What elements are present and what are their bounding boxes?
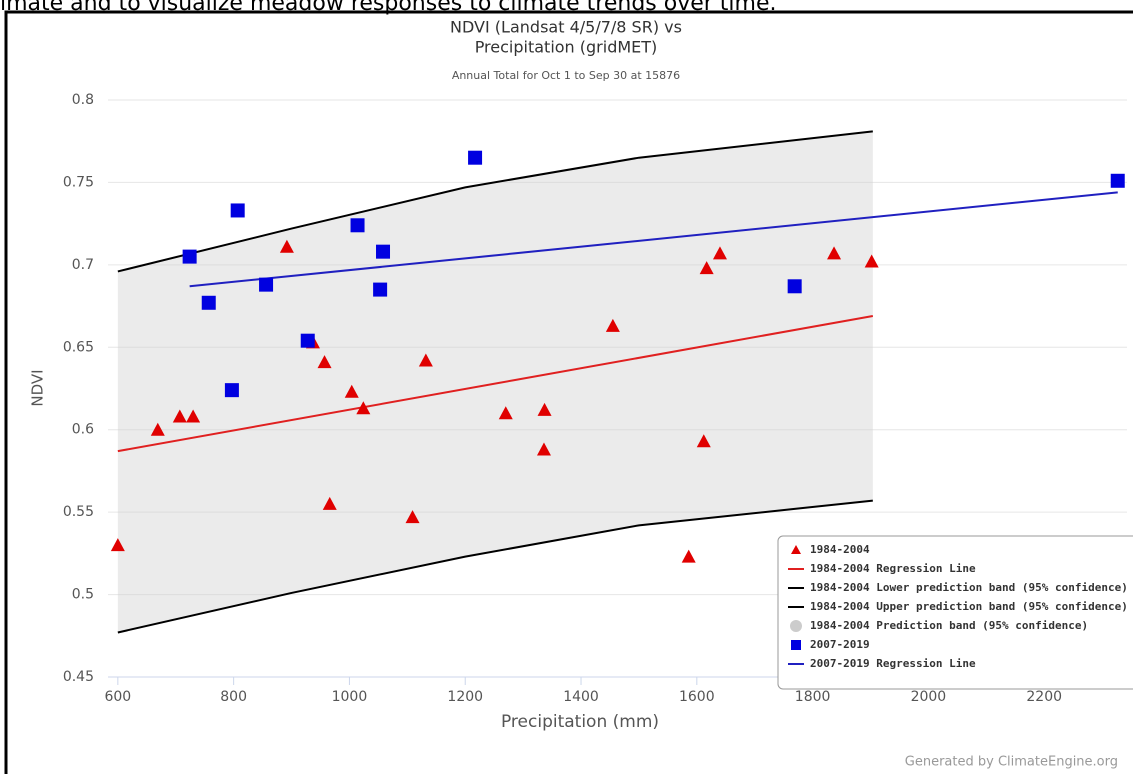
legend-label: 1984-2004 Prediction band (95% confidenc… xyxy=(810,619,1088,632)
y-tick-label: 0.75 xyxy=(63,174,94,190)
legend-symbol xyxy=(791,545,801,554)
point xyxy=(350,218,365,233)
x-tick-label: 600 xyxy=(104,689,131,705)
point xyxy=(498,406,513,420)
x-axis-label: Precipitation (mm) xyxy=(501,712,659,732)
point xyxy=(468,150,483,165)
point xyxy=(376,244,391,259)
y-axis-label: NDVI xyxy=(29,369,47,406)
x-tick-label: 1200 xyxy=(447,689,483,705)
x-tick-label: 1600 xyxy=(679,689,715,705)
line xyxy=(117,314,874,453)
point xyxy=(201,295,216,310)
x-tick-label: 800 xyxy=(220,689,247,705)
legend-label: 2007-2019 xyxy=(810,638,870,651)
chart-subtitle: Annual Total for Oct 1 to Sep 30 at 1587… xyxy=(452,69,680,82)
point xyxy=(605,318,620,332)
point xyxy=(405,510,420,524)
line xyxy=(117,130,873,273)
prediction-band xyxy=(117,131,873,633)
point xyxy=(172,409,187,423)
y-tick-label: 0.5 xyxy=(72,587,94,603)
point xyxy=(681,549,696,563)
point xyxy=(864,254,879,268)
frame xyxy=(4,10,1133,774)
legend-symbol xyxy=(790,620,802,632)
point xyxy=(344,384,359,398)
y-tick-label: 0.55 xyxy=(63,504,94,520)
point xyxy=(110,538,125,552)
legend-symbol xyxy=(791,640,801,650)
point xyxy=(279,239,294,253)
point xyxy=(317,355,332,369)
y-tick-label: 0.7 xyxy=(72,257,94,273)
y-tick-label: 0.8 xyxy=(72,92,94,108)
legend-label: 1984-2004 Regression Line xyxy=(810,562,976,575)
line xyxy=(117,499,873,634)
credit: Generated by ClimateEngine.org xyxy=(905,755,1118,770)
point xyxy=(224,383,239,398)
point xyxy=(696,434,711,448)
point xyxy=(537,402,552,416)
point xyxy=(418,353,433,367)
point xyxy=(787,279,802,294)
point xyxy=(322,496,337,510)
point xyxy=(186,409,201,423)
x-tick-label: 1000 xyxy=(332,689,368,705)
chart-title: NDVI (Landsat 4/5/7/8 SR) vs xyxy=(450,18,682,37)
plot-area xyxy=(108,99,1127,685)
caption: imate and to visualize meadow responses … xyxy=(0,0,777,16)
y-tick-label: 0.45 xyxy=(63,669,94,685)
point xyxy=(1110,173,1125,188)
point xyxy=(356,401,371,415)
point xyxy=(150,422,165,436)
legend-label: 1984-2004 xyxy=(810,543,870,556)
x-tick-label: 1800 xyxy=(795,689,831,705)
y-tick-label: 0.65 xyxy=(63,339,94,355)
legend-label: 2007-2019 Regression Line xyxy=(810,657,976,670)
x-tick-label: 1400 xyxy=(563,689,599,705)
x-tick-label: 2200 xyxy=(1026,689,1062,705)
point xyxy=(712,246,727,260)
legend-box xyxy=(777,535,1133,690)
x-tick-label: 2000 xyxy=(911,689,947,705)
point xyxy=(373,282,388,297)
chart-title: Precipitation (gridMET) xyxy=(475,38,658,57)
point xyxy=(536,442,551,456)
point xyxy=(827,246,842,260)
point xyxy=(230,203,245,218)
line xyxy=(189,191,1118,288)
point xyxy=(699,261,714,275)
point xyxy=(300,333,315,348)
point xyxy=(259,277,274,292)
point xyxy=(182,249,197,264)
legend-label: 1984-2004 Upper prediction band (95% con… xyxy=(810,600,1128,613)
legend-label: 1984-2004 Lower prediction band (95% con… xyxy=(810,581,1128,594)
y-tick-label: 0.6 xyxy=(72,422,94,438)
